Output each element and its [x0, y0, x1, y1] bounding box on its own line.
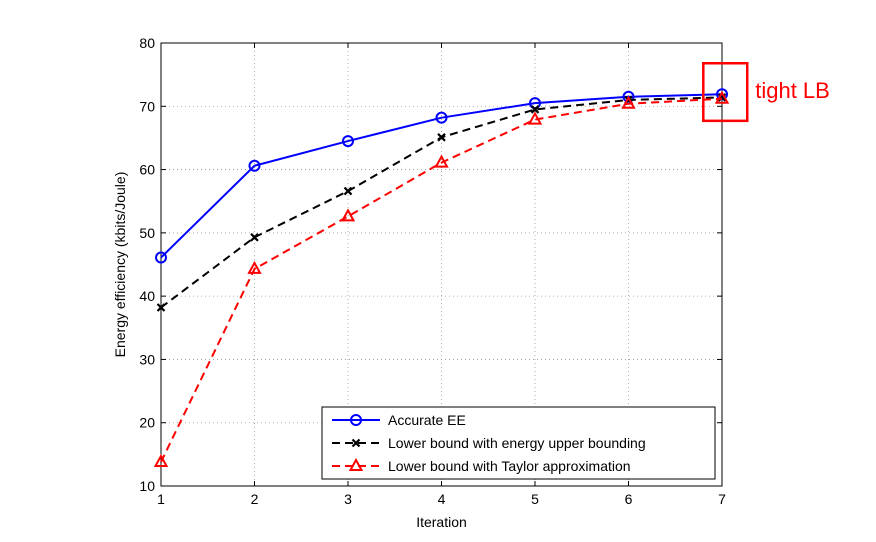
axes: 1 2 3 4 5 6 7 10 20 30 40 50 60 70 80 Iteration Energy e…	[112, 35, 726, 530]
series-2-point	[250, 233, 259, 242]
x-tick-label: 1	[157, 491, 165, 507]
legend: Accurate EE Lower bound with energy upper…	[321, 406, 716, 480]
x-tick-label: 6	[625, 491, 633, 507]
y-tick-label: 20	[139, 415, 155, 431]
legend-marker-3	[348, 457, 364, 471]
series-2-point	[343, 186, 353, 196]
series-3-point	[153, 453, 169, 467]
y-tick-label: 30	[139, 351, 155, 367]
x-tick-label: 5	[531, 491, 539, 507]
legend-label-2: Lower bound with energy upper bounding	[388, 435, 646, 451]
x-tick-label: 4	[438, 491, 446, 507]
series-3-point	[434, 154, 449, 168]
legend-label-1: Accurate EE	[388, 412, 466, 428]
series-3-point	[714, 90, 730, 104]
y-tick-label: 70	[139, 98, 155, 114]
series-1-point	[622, 90, 635, 103]
annotation: tight LB	[702, 62, 830, 123]
legend-marker-1	[350, 414, 362, 426]
series-3-point	[247, 260, 262, 274]
series-1-point	[155, 251, 167, 264]
series-1-point	[248, 159, 261, 172]
x-axis-label: Iteration	[416, 514, 467, 530]
y-tick-label: 50	[139, 225, 155, 241]
series-3-point	[621, 95, 636, 109]
x-tick-label: 2	[251, 491, 259, 507]
y-tick-label: 80	[139, 35, 155, 51]
x-tick-label: 7	[718, 491, 726, 507]
series-layer	[153, 88, 730, 467]
y-tick-label: 60	[139, 162, 155, 178]
x-tick-label: 3	[344, 491, 352, 507]
series-3-point	[340, 208, 356, 222]
series-2-point	[437, 133, 446, 142]
annotation-text: tight LB	[755, 78, 830, 103]
y-axis-label: Energy efficiency (kbits/Joule)	[112, 172, 128, 358]
series-1-point	[435, 111, 448, 124]
series-line-3	[160, 97, 723, 463]
series-2-point	[530, 105, 540, 114]
series-3-point	[527, 111, 543, 125]
annotation-box	[702, 62, 749, 123]
series-1-point	[342, 135, 354, 148]
legend-box	[321, 406, 716, 480]
series-2-point	[156, 303, 166, 312]
y-tick-label: 40	[139, 288, 155, 304]
legend-label-3: Lower bound with Taylor approximation	[388, 458, 631, 474]
series-line-2	[160, 96, 723, 309]
y-tick-label: 10	[139, 478, 155, 494]
legend-marker-2	[351, 438, 361, 448]
